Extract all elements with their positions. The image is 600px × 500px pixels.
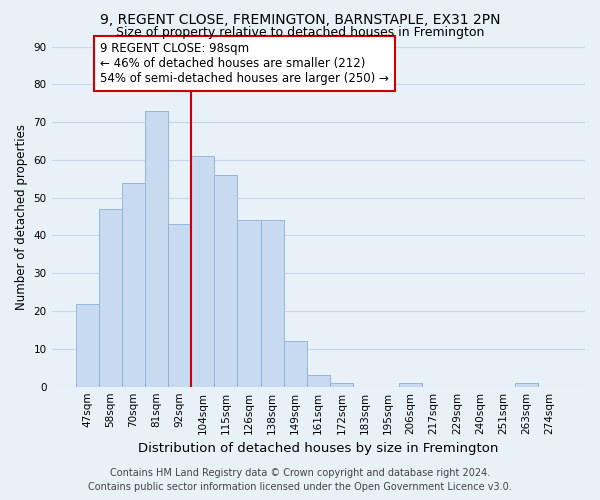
Text: 9 REGENT CLOSE: 98sqm
← 46% of detached houses are smaller (212)
54% of semi-det: 9 REGENT CLOSE: 98sqm ← 46% of detached … <box>100 42 389 85</box>
Bar <box>76 304 99 386</box>
Y-axis label: Number of detached properties: Number of detached properties <box>15 124 28 310</box>
Bar <box>122 182 145 386</box>
Text: Contains HM Land Registry data © Crown copyright and database right 2024.
Contai: Contains HM Land Registry data © Crown c… <box>88 468 512 492</box>
Bar <box>307 376 330 386</box>
Bar <box>214 175 238 386</box>
Bar <box>238 220 260 386</box>
Text: Size of property relative to detached houses in Fremington: Size of property relative to detached ho… <box>116 26 484 39</box>
Bar <box>399 383 422 386</box>
Bar <box>284 342 307 386</box>
Text: 9, REGENT CLOSE, FREMINGTON, BARNSTAPLE, EX31 2PN: 9, REGENT CLOSE, FREMINGTON, BARNSTAPLE,… <box>100 12 500 26</box>
Bar <box>168 224 191 386</box>
Bar <box>260 220 284 386</box>
Bar <box>145 111 168 386</box>
Bar <box>330 383 353 386</box>
X-axis label: Distribution of detached houses by size in Fremington: Distribution of detached houses by size … <box>138 442 499 455</box>
Bar <box>515 383 538 386</box>
Bar <box>99 209 122 386</box>
Bar <box>191 156 214 386</box>
